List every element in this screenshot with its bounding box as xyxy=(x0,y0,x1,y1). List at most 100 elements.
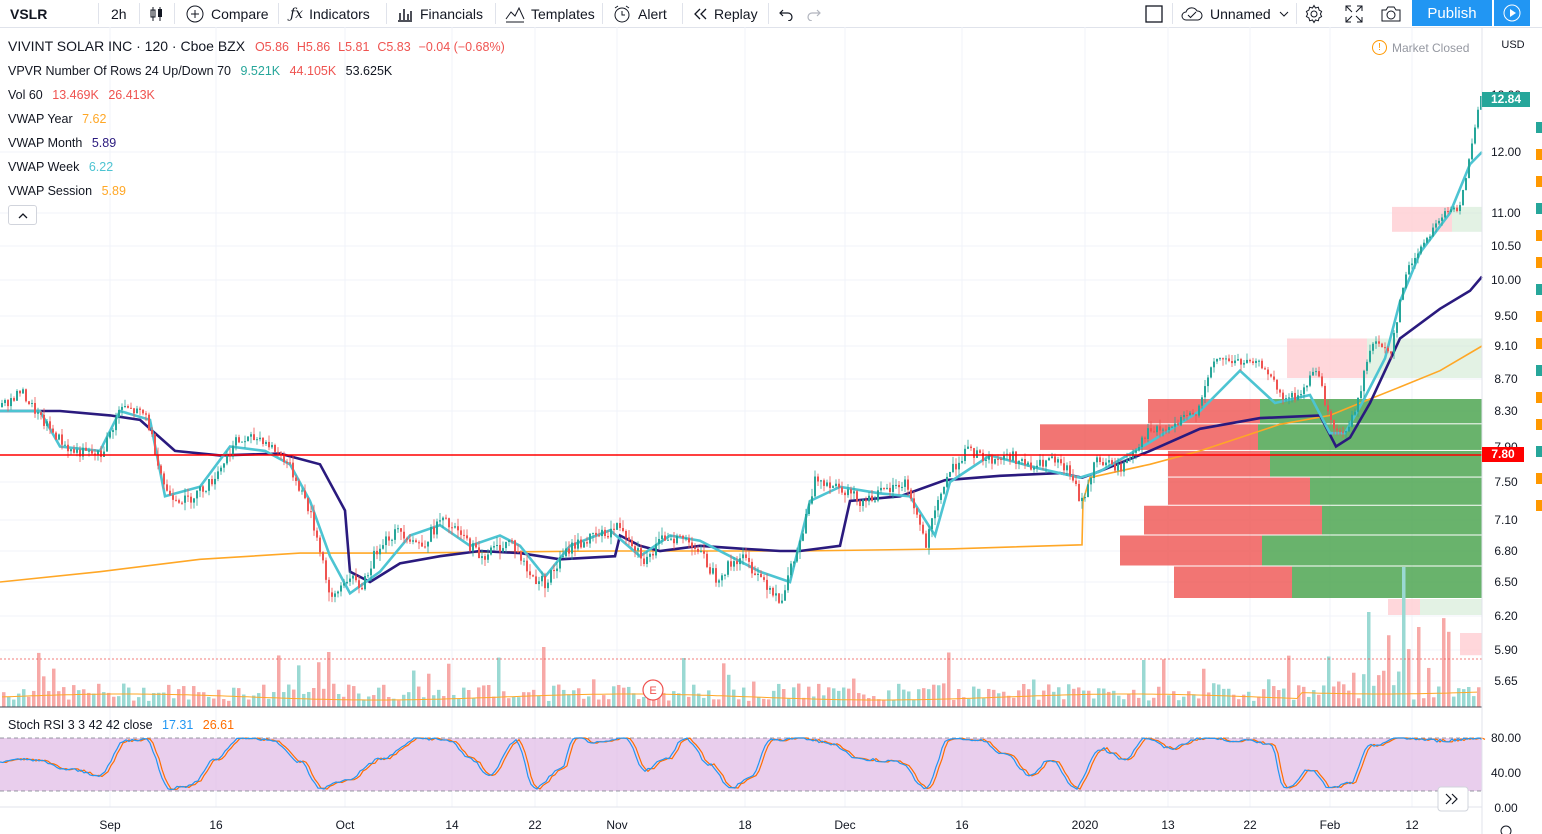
undo-button[interactable] xyxy=(778,0,794,27)
compare-button[interactable]: Compare xyxy=(185,0,269,27)
chart-style-button[interactable] xyxy=(148,0,166,27)
candle-body xyxy=(25,389,27,402)
vwap-week-legend[interactable]: VWAP Week 6.22 xyxy=(8,160,113,174)
volume-bar xyxy=(1227,688,1231,707)
candle-body xyxy=(409,539,411,542)
volume-bar xyxy=(1237,699,1241,707)
vpvr-up-value: 9.521K xyxy=(240,64,281,78)
candle-body xyxy=(1087,484,1089,498)
volume-bar xyxy=(1472,696,1476,707)
volume-bar xyxy=(932,684,936,707)
replay-button[interactable]: Replay xyxy=(692,0,758,27)
rsi-axis-label-40: 40.00 xyxy=(1491,766,1521,780)
volume-bar xyxy=(172,698,176,707)
volume-bar xyxy=(747,700,751,707)
candle-body xyxy=(1081,497,1083,502)
candle-body xyxy=(553,569,555,572)
templates-button[interactable]: Templates xyxy=(505,0,595,27)
vwap-month-legend[interactable]: VWAP Month 5.89 xyxy=(8,136,116,150)
candle-body xyxy=(1309,375,1311,386)
candle-body xyxy=(514,540,516,552)
candle-body xyxy=(538,581,540,585)
candle-body xyxy=(718,580,720,583)
candle-body xyxy=(343,583,345,586)
rsi-legend[interactable]: Stoch RSI 3 3 42 42 close 17.31 26.61 xyxy=(8,718,234,732)
candle-body xyxy=(1219,358,1221,360)
candle-body xyxy=(1327,405,1329,412)
redo-button[interactable] xyxy=(806,0,822,27)
volume-bar xyxy=(717,699,721,707)
volume-bar xyxy=(447,663,451,707)
vpvr-down-bar xyxy=(1460,633,1482,656)
redo-icon xyxy=(807,9,821,21)
volume-bar xyxy=(1467,687,1471,707)
volume-bar xyxy=(362,699,366,707)
layout-menu[interactable]: Unnamed xyxy=(1180,0,1289,27)
earnings-marker[interactable] xyxy=(642,679,664,701)
fullscreen-toggle[interactable] xyxy=(1144,0,1164,27)
chart-canvas[interactable]: E 12.0012.0011.0010.5010.009.509.108.708… xyxy=(0,27,1542,834)
price-axis[interactable]: 12.0012.0011.0010.5010.009.509.108.708.3… xyxy=(1481,27,1542,834)
volume-bar xyxy=(1257,696,1261,707)
candle-body xyxy=(415,540,417,543)
candle-body xyxy=(571,542,573,554)
fullscreen-button[interactable] xyxy=(1344,0,1364,27)
volume-bar xyxy=(917,689,921,707)
symbol-search[interactable]: VSLR xyxy=(10,0,47,27)
candle-body xyxy=(763,577,765,580)
collapse-legend-button[interactable] xyxy=(8,205,37,225)
interval-button[interactable]: 2h xyxy=(111,0,127,27)
snapshot-button[interactable] xyxy=(1380,0,1402,27)
candle-body xyxy=(430,527,432,542)
vol-legend[interactable]: Vol 60 13.469K 26.413K xyxy=(8,88,155,102)
candle-body xyxy=(976,450,978,458)
vwap-year-legend[interactable]: VWAP Year 7.62 xyxy=(8,112,106,126)
vwap-session-legend[interactable]: VWAP Session 5.89 xyxy=(8,184,126,198)
candle-body xyxy=(565,548,567,557)
candle-body xyxy=(664,535,666,541)
price-axis-label: 12.00 xyxy=(1491,145,1521,159)
candle-body xyxy=(298,480,300,491)
vol-ma-value: 26.413K xyxy=(108,88,155,102)
volume-bar xyxy=(392,698,396,707)
volume-bar xyxy=(1162,659,1166,707)
publish-options-button[interactable] xyxy=(1494,0,1530,26)
volume-bar xyxy=(152,693,156,707)
time-axis[interactable]: Sep 16 Oct 14 22 Nov 18 Dec 16 2020 13 22 Feb 12 xyxy=(0,806,1482,832)
volume-bar xyxy=(667,700,671,707)
scroll-to-latest-button[interactable] xyxy=(1437,786,1469,812)
candle-body xyxy=(220,467,222,472)
candle-body xyxy=(1129,457,1131,460)
candle-body xyxy=(199,486,201,491)
volume-bar xyxy=(1207,692,1211,707)
vpvr-up-bar xyxy=(1310,477,1482,505)
currency-label[interactable]: USD xyxy=(1501,39,1525,51)
indicators-button[interactable]: ƒx Indicators xyxy=(290,0,370,27)
volume-bar xyxy=(547,700,551,707)
volume-bar xyxy=(922,688,926,707)
candle-body xyxy=(1243,362,1245,365)
market-status[interactable]: ! Market Closed xyxy=(1372,40,1469,55)
financials-button[interactable]: Financials xyxy=(396,0,483,27)
axis-settings-icon[interactable] xyxy=(1500,825,1512,834)
volume-bar xyxy=(827,687,831,707)
volume-bar xyxy=(787,698,791,707)
candle-body xyxy=(685,538,687,540)
candle-body xyxy=(1375,341,1377,344)
volume-bar xyxy=(27,696,31,707)
candle-body xyxy=(1336,428,1338,431)
volume-bar xyxy=(262,684,266,707)
candle-body xyxy=(1453,207,1455,210)
settings-button[interactable] xyxy=(1304,0,1324,27)
candle-body xyxy=(1321,376,1323,386)
alert-button[interactable]: Alert xyxy=(612,0,667,27)
candle-body xyxy=(1258,360,1260,362)
publish-button[interactable]: Publish xyxy=(1412,0,1492,26)
volume-bar xyxy=(1262,689,1266,707)
candle-body xyxy=(877,490,879,501)
price-axis-label: 8.70 xyxy=(1494,372,1518,386)
candle-body xyxy=(1150,428,1152,432)
vpvr-legend[interactable]: VPVR Number Of Rows 24 Up/Down 70 9.521K… xyxy=(8,64,392,78)
candle-body xyxy=(79,449,81,457)
candle-body xyxy=(274,444,276,452)
